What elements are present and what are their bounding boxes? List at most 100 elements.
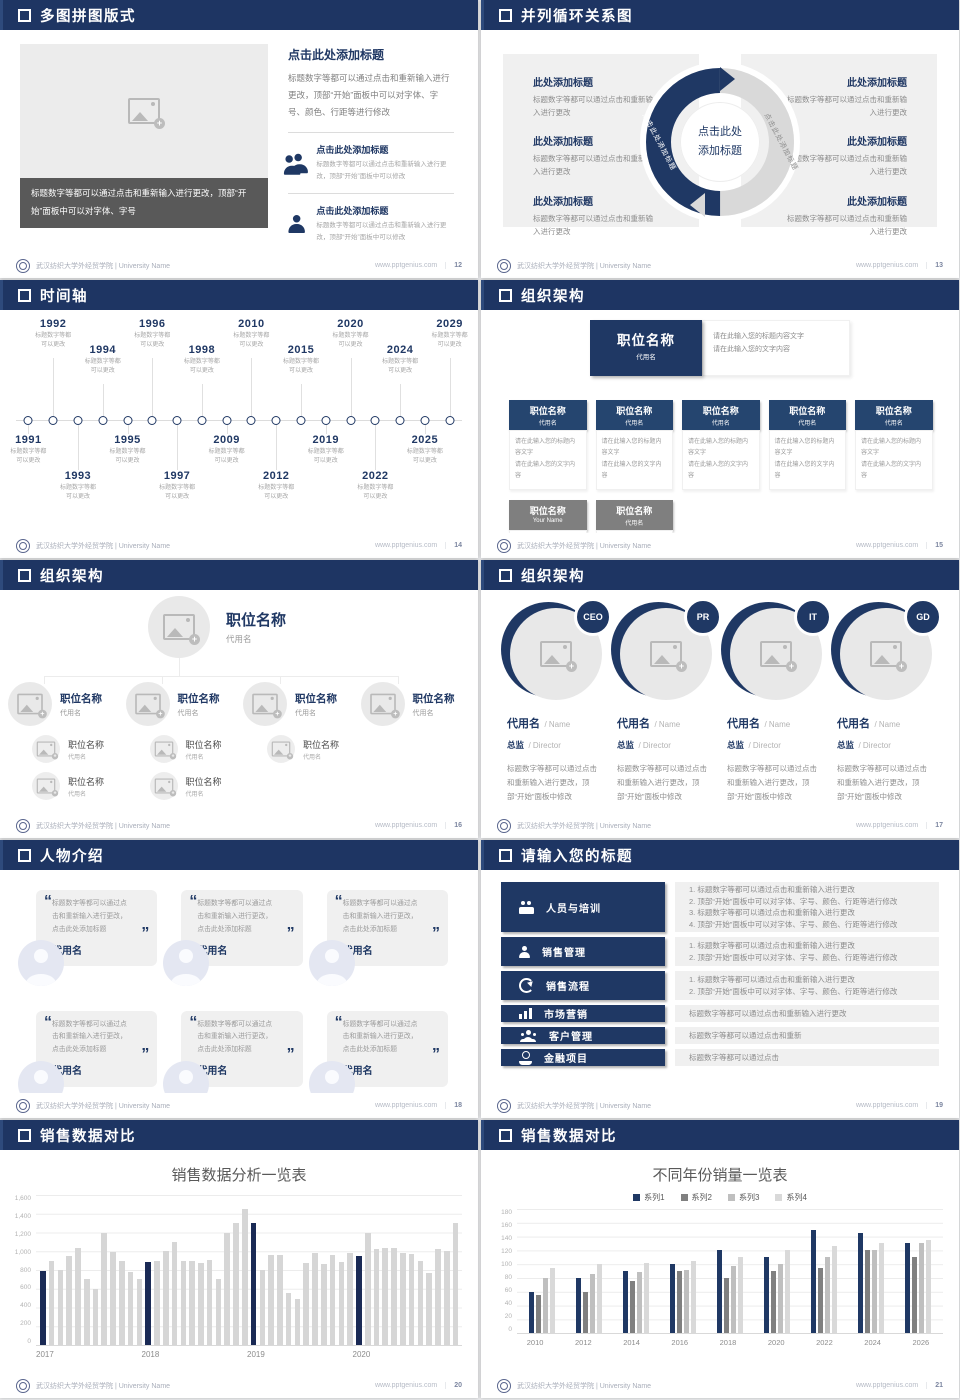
- quote-text: 标题数字等都可以通过点击和重新输入进行更改，点击此处添加标题: [197, 900, 273, 933]
- slide-13-thumbnail[interactable]: 并列循环关系图 此处添加标题 标题数字等都可以通过点击和重新输入进行更改 此处添…: [481, 0, 959, 278]
- timeline-stem: [400, 384, 402, 416]
- slide-content: CEO 代用名 / Name 总监 / Director 标题数字等都可以通过点…: [481, 590, 959, 813]
- entry-heading: 此处添加标题: [847, 196, 907, 208]
- timeline-caption: 标题数字等都 可以更改: [258, 485, 295, 501]
- university-logo-icon: [16, 818, 30, 833]
- divider: [288, 132, 454, 133]
- image-block: 标题数字等都可以通过点击和重新输入进行更改，顶部“开始”面板中可以对字体、字号: [20, 44, 268, 253]
- timeline-caption: 标题数字等都 可以更改: [233, 333, 270, 349]
- timeline-caption: 标题数字等都 可以更改: [208, 449, 245, 465]
- timeline-point: 2012 标题数字等都 可以更改: [258, 318, 294, 529]
- close-quote-icon: ”: [141, 925, 150, 942]
- timeline-label: 1992 标题数字等都 可以更改: [22, 318, 84, 351]
- block-body: 标题数字等都可以通过点击和重新输入进行更改，顶部“开始”面板中可以对字体、字号、…: [288, 73, 450, 117]
- slide-12-thumbnail[interactable]: 多图拼图版式 标题数字等都可以通过点击和重新输入进行更改，顶部“开始”面板中可以…: [0, 0, 478, 278]
- y-tick-label: 20: [504, 1313, 512, 1320]
- bar: [864, 1250, 870, 1333]
- image-placeholder-icon: [271, 741, 294, 760]
- org-row-1: 职位名称 代用名 请在此输入您的标题内容文字 请在此输入您的文字内容 职位名称 …: [509, 400, 933, 490]
- person-role: 总监: [617, 740, 635, 750]
- org-node: 职位名称 Your Name 请在此输入您的标题内容文字 请在此输入您的文字内容: [509, 499, 587, 533]
- entry-text: 标题数字等都可以通过点击和重新输入进行更改: [533, 213, 653, 236]
- y-axis: 1,600 1,400 1,200 1,000 800 600 400 200 0: [8, 1195, 36, 1345]
- topic-body: 1. 标题数字等都可以通过点击和重新输入进行更改 2. 顶部“开始”面板中可以对…: [675, 971, 939, 1000]
- org-root-node: 职位名称 代用名: [590, 320, 702, 376]
- bar: [644, 1262, 650, 1333]
- org-node-header: 职位名称 代用名: [768, 400, 846, 430]
- timeline-year: 1996: [139, 318, 166, 330]
- entry-heading: 此处添加标题: [847, 137, 907, 149]
- bar: [770, 1271, 776, 1333]
- slide-footer: 武汉纺织大学外经贸学院 | University Name www.pptgen…: [481, 1373, 959, 1398]
- org-node: 职位名称 代用名 请在此输入您的标题内容文字 请在此输入您的文字内容: [768, 400, 846, 490]
- x-tick-label: 2014: [623, 1338, 640, 1347]
- org-node: 职位名称 代用名 请在此输入您的标题内容文字 请在此输入您的文字内容: [855, 400, 933, 490]
- timeline-caption: 标题数字等都 可以更改: [84, 359, 121, 375]
- slide-footer: 武汉纺织大学外经贸学院 | University Name www.pptgen…: [0, 1093, 478, 1118]
- entry-text: 标题数字等都可以通过点击和重新输入进行更改: [533, 95, 653, 118]
- slide-18-thumbnail[interactable]: 人物介绍 “ 标题数字等都可以通过点击和重新输入进行更改，点击此处添加标题 ” …: [0, 840, 478, 1118]
- topic-label: 客户管理: [501, 1027, 665, 1044]
- slide-21-thumbnail[interactable]: 销售数据对比 不同年份销量一览表 系列1 系列2: [481, 1120, 959, 1398]
- org-node-note: 请在此输入您的标题内容文字 请在此输入您的文字内容: [682, 430, 760, 490]
- footer-site: www.pptgenius.com: [374, 1382, 438, 1389]
- bar-group: [613, 1209, 660, 1333]
- bar-group: [800, 1209, 847, 1333]
- timeline-label: 2015 标题数字等都 可以更改: [270, 344, 332, 377]
- timeline-dot: [123, 416, 133, 425]
- timeline-label: 2012 标题数字等都 可以更改: [245, 470, 307, 503]
- x-tick-label: 2020: [352, 1350, 371, 1359]
- timeline-label: 1996 标题数字等都 可以更改: [121, 318, 183, 351]
- image-caption: 标题数字等都可以通过点击和重新输入进行更改，顶部“开始”面板中可以对字体、字号: [20, 178, 268, 228]
- open-quote-icon: “: [44, 1013, 52, 1031]
- timeline-stem: [375, 424, 377, 470]
- bar: [382, 1248, 389, 1345]
- timeline-point: 2015 标题数字等都 可以更改: [283, 318, 319, 529]
- bar: [670, 1264, 676, 1333]
- x-tick-label: 2020: [767, 1338, 785, 1347]
- slide-footer: 武汉纺织大学外经贸学院 | University Name www.pptgen…: [0, 253, 478, 278]
- slide-20-thumbnail[interactable]: 销售数据对比 销售数据分析一览表 1,600 1,400 1,200 1,000 800…: [0, 1120, 478, 1398]
- timeline-year: 1991: [15, 434, 42, 446]
- open-quote-icon: “: [189, 1013, 198, 1031]
- position-title: 职位名称: [185, 776, 222, 787]
- footer-site: www.pptgenius.com: [855, 542, 919, 549]
- bar: [48, 1260, 55, 1345]
- feature-heading: 点击此处添加标题: [316, 145, 389, 155]
- timeline-dot: [420, 416, 430, 425]
- person-name: 代用名: [197, 945, 228, 957]
- feature-item: 点击此处添加标题 标题数字等都可以通过点击和重新输入进行更改，顶部“开始”面板中…: [288, 133, 454, 193]
- y-tick-label: 160: [501, 1222, 512, 1229]
- chart-title: 销售数据分析一览表: [171, 1167, 307, 1184]
- slide-17-thumbnail[interactable]: 组织架构 CEO 代用名 / Name 总监 / Director 标题数字等都…: [481, 560, 959, 838]
- slide-footer: 武汉纺织大学外经贸学院 | University Name www.pptgen…: [481, 253, 959, 278]
- bar: [127, 1271, 134, 1345]
- timeline-caption: 标题数字等都 可以更改: [431, 333, 468, 349]
- bar: [677, 1271, 683, 1333]
- position-title: 职位名称: [702, 406, 739, 416]
- slide-title: 组织架构: [40, 568, 104, 585]
- square-bullet-icon: [499, 848, 512, 862]
- topic-body: 标题数字等都可以通过点击和重新: [675, 1027, 939, 1044]
- bar: [529, 1291, 535, 1333]
- slide-14-thumbnail[interactable]: 时间轴 1991 标题数字等都 可以更改: [0, 280, 478, 558]
- bar: [338, 1261, 345, 1345]
- person-name: 代用名: [52, 1066, 82, 1078]
- slide-19-thumbnail[interactable]: 请输入您的标题 人员与培训 1. 标题数字等都可以通过点击和重新输入进行更改 2…: [481, 840, 959, 1118]
- slide-15-thumbnail[interactable]: 组织架构 职位名称 代用名 请在此输入您的标题内容文字 请在此输入您的文字内容 …: [481, 280, 959, 558]
- person-name-en: / Name: [764, 720, 791, 729]
- position-title: 职位名称: [616, 406, 653, 416]
- person-name: 代用名: [617, 718, 650, 730]
- timeline-year: 2029: [436, 318, 463, 330]
- close-quote-icon: ”: [432, 925, 440, 942]
- timeline-point: 2009 标题数字等都 可以更改: [209, 318, 245, 529]
- bar: [101, 1232, 108, 1345]
- y-tick-label: 60: [504, 1287, 512, 1294]
- open-quote-icon: “: [189, 893, 198, 910]
- university-logo-icon: [497, 1098, 511, 1113]
- bar: [426, 1272, 432, 1345]
